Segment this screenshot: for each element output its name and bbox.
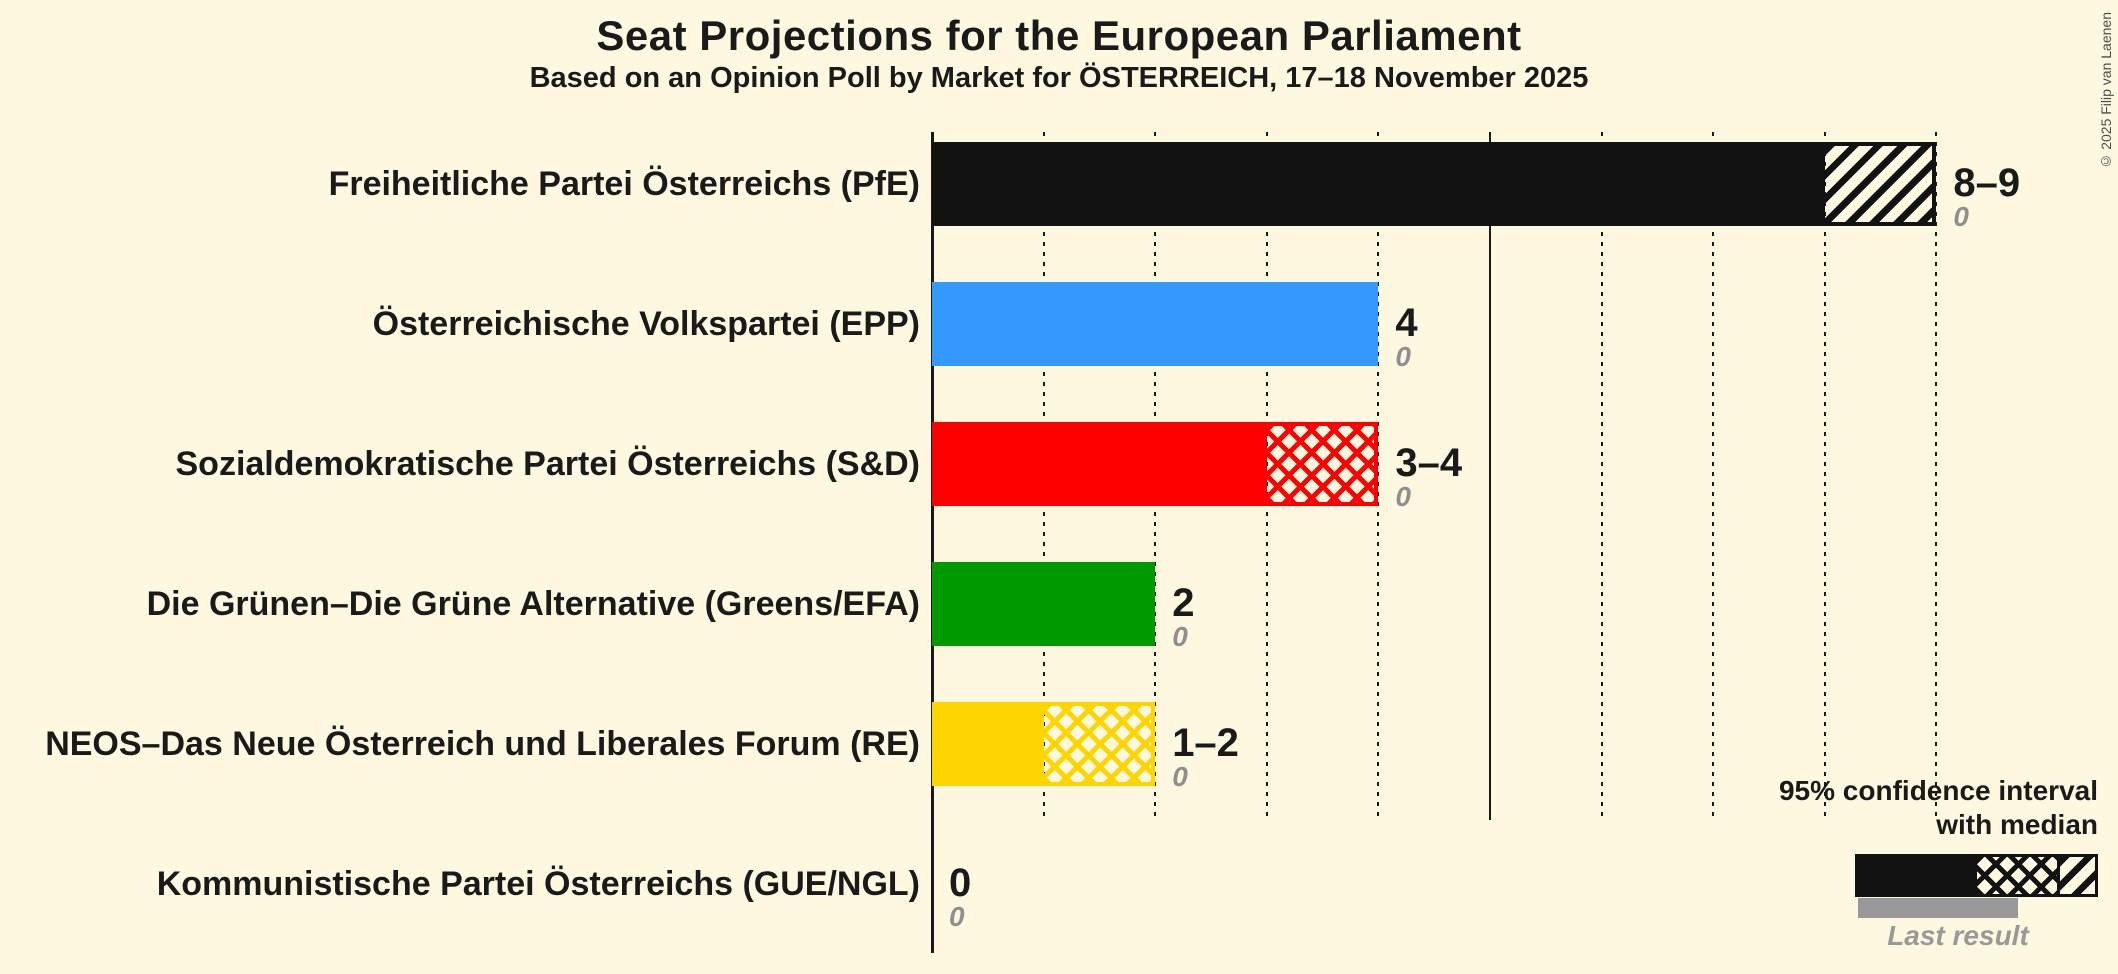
last-result-value: 0 xyxy=(1172,761,1188,792)
legend-last-result-bar xyxy=(1858,898,2018,918)
bar-solid-segment xyxy=(932,562,1156,646)
bar-solid-segment xyxy=(932,282,1379,366)
chart-subtitle: Based on an Opinion Poll by Market for Ö… xyxy=(529,62,1589,94)
x-axis-zero-line xyxy=(931,132,934,953)
bar-solid-segment xyxy=(932,702,1044,786)
party-label: Kommunistische Partei Österreichs (GUE/N… xyxy=(156,865,920,903)
last-result-value: 0 xyxy=(1395,481,1411,512)
legend-ci-line1: 95% confidence interval xyxy=(1778,775,2098,806)
gridline-solid-5 xyxy=(1489,132,1491,820)
party-label: Sozialdemokratische Partei Österreichs (… xyxy=(175,445,921,483)
legend-last-result-label: Last result xyxy=(1887,920,2029,951)
last-result-value: 0 xyxy=(1953,201,1969,232)
bar-crosshatch-segment xyxy=(1266,422,1379,506)
gridline-dotted-6 xyxy=(1600,132,1603,820)
bar-crosshatch-segment xyxy=(1043,702,1156,786)
seat-projection-value: 0 xyxy=(949,861,972,905)
legend-sample-diagonal-segment xyxy=(2060,854,2098,897)
seat-projection-value: 3–4 xyxy=(1395,441,1463,485)
copyright-notice: © 2025 Filip van Laenen xyxy=(2098,12,2114,170)
gridline-dotted-8 xyxy=(1823,132,1826,820)
seat-projection-value: 1–2 xyxy=(1172,721,1239,765)
seat-projection-value: 2 xyxy=(1172,581,1195,625)
bar-diagonalhatch-segment xyxy=(1824,142,1937,226)
bar-solid-segment xyxy=(932,142,1825,226)
legend-sample-bar xyxy=(1855,854,2098,897)
seat-projection-value: 8–9 xyxy=(1953,161,2021,205)
last-result-value: 0 xyxy=(1395,341,1411,372)
seat-projection-value: 4 xyxy=(1395,301,1418,345)
gridline-dotted-7 xyxy=(1712,132,1715,820)
chart-title: Seat Projections for the European Parlia… xyxy=(596,12,1522,59)
last-result-value: 0 xyxy=(949,901,965,932)
party-label: Die Grünen–Die Grüne Alternative (Greens… xyxy=(146,585,920,623)
party-label: Österreichische Volkspartei (EPP) xyxy=(372,305,920,343)
bar-solid-segment xyxy=(932,422,1267,506)
party-label: Freiheitliche Partei Österreichs (PfE) xyxy=(328,165,920,203)
last-result-value: 0 xyxy=(1172,621,1188,652)
legend-ci-line2: with median xyxy=(1936,809,2098,840)
legend-sample-crosshatch-segment xyxy=(1977,854,2060,897)
gridline-dotted-9 xyxy=(1935,132,1938,820)
party-label: NEOS–Das Neue Österreich und Liberales F… xyxy=(45,725,920,763)
gridline-dotted-4 xyxy=(1377,132,1380,820)
legend-sample-solid-segment xyxy=(1855,854,1977,897)
